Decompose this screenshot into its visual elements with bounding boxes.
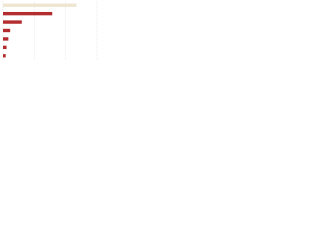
bar bbox=[3, 54, 6, 58]
bar bbox=[3, 28, 11, 33]
bar bbox=[3, 45, 7, 50]
bar bbox=[3, 3, 77, 7]
bar bbox=[3, 11, 53, 16]
bar bbox=[3, 37, 9, 41]
bar bbox=[3, 20, 22, 24]
chart bbox=[2, 1, 98, 60]
